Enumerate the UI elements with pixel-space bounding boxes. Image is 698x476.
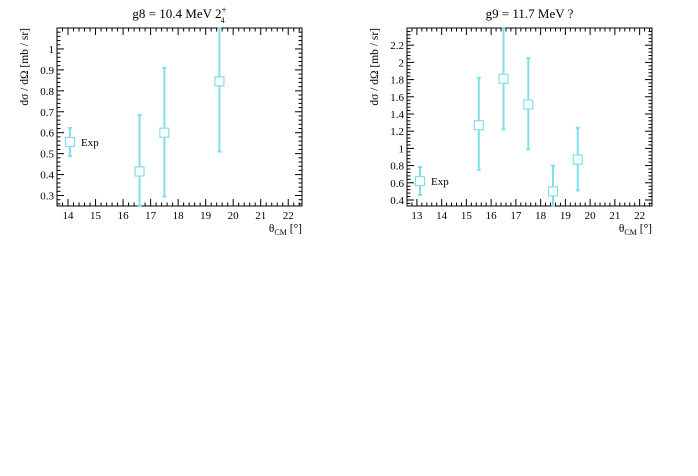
y-tick-label: 0.3 (40, 191, 54, 203)
y-tick-label: 0.5 (40, 149, 54, 161)
legend: Exp (64, 127, 99, 157)
y-tick-label: 0.6 (390, 178, 404, 190)
y-tick-label: 0.7 (40, 107, 54, 119)
y-axis-title: dσ / dΩ [mb / sr] (369, 28, 381, 106)
x-axis-title: θCM [°] (619, 223, 652, 237)
legend-label: Exp (431, 176, 449, 188)
y-tick-label: 0.8 (40, 86, 54, 98)
chart-title: g8 = 10.4 MeV 2+ 4 (132, 5, 226, 25)
x-tick-label: 17 (510, 210, 522, 222)
y-tick-label: 1.6 (390, 92, 404, 104)
y-tick-label: 0.9 (40, 65, 54, 77)
x-tick-label: 16 (486, 210, 498, 222)
y-tick-label: 1.8 (390, 75, 404, 87)
x-tick-label: 19 (560, 210, 572, 222)
legend: Exp (414, 166, 449, 196)
x-tick-label: 19 (200, 210, 212, 222)
x-tick-label: 16 (118, 210, 130, 222)
x-tick-label: 14 (436, 210, 448, 222)
x-tick-label: 17 (145, 210, 157, 222)
x-tick-label: 22 (283, 210, 294, 222)
data-point-marker (473, 120, 484, 131)
x-tick-label: 18 (173, 210, 185, 222)
x-tick-label: 20 (585, 210, 597, 222)
legend-marker (64, 136, 76, 148)
y-tick-label: 2.2 (390, 40, 404, 52)
x-tick-label: 21 (609, 210, 620, 222)
x-tick-label: 15 (90, 210, 102, 222)
y-axis-title: dσ / dΩ [mb / sr] (19, 28, 31, 106)
x-tick-label: 13 (411, 210, 423, 222)
plot-frame (56, 27, 303, 207)
y-tick-label: 1.2 (390, 126, 404, 138)
x-tick-label: 22 (634, 210, 645, 222)
legend-marker (414, 175, 426, 187)
y-tick-label: 2 (399, 57, 405, 69)
x-axis-title: θCM [°] (269, 223, 302, 237)
data-point-marker (498, 73, 509, 84)
data-point-marker (523, 99, 534, 110)
chart-panel-1: 14 15 16 17 18 19 20 21 22 0.3 0.4 0.5 0.6 0.7 0.8 0.9 1… (19, 5, 303, 237)
y-tick-label: 0.8 (390, 161, 404, 173)
y-tick-label: 0.4 (40, 170, 54, 182)
x-tick-label: 14 (63, 210, 75, 222)
y-tick-label: 1 (49, 44, 55, 56)
y-tick-label: 0.4 (390, 195, 404, 207)
x-tick-label: 15 (461, 210, 473, 222)
data-point-marker (159, 127, 170, 138)
x-tick-label: 21 (255, 210, 266, 222)
chart-title: g9 = 11.7 MeV ? (486, 6, 574, 21)
legend-label: Exp (81, 137, 99, 149)
data-point-marker (214, 76, 225, 87)
data-point-marker (572, 154, 583, 165)
y-tick-label: 1.4 (390, 109, 404, 121)
data-point-marker (134, 166, 145, 177)
y-tick-label: 0.6 (40, 128, 54, 140)
x-tick-label: 18 (535, 210, 547, 222)
y-tick-label: 1 (399, 143, 405, 155)
data-point-marker (547, 186, 559, 197)
chart-panel-2: 13 14 15 16 17 18 19 20 21 22 0.4 0.6 0.8 1 1.2 1.4 1.6 1… (369, 6, 653, 237)
x-tick-label: 20 (228, 210, 240, 222)
